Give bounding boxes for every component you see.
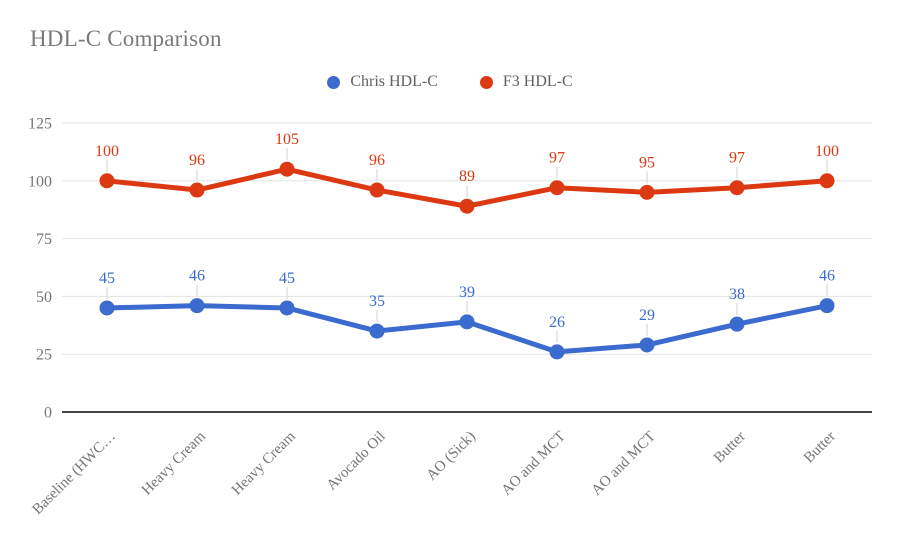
data-label: 95 <box>639 154 655 171</box>
y-tick-label: 0 <box>44 405 52 422</box>
legend-item-chris[interactable]: Chris HDL-C <box>327 73 438 91</box>
data-point[interactable] <box>729 180 745 196</box>
data-label: 46 <box>189 268 205 285</box>
y-tick-label: 25 <box>36 347 52 364</box>
data-label: 35 <box>369 293 385 310</box>
legend-label-f3: F3 HDL-C <box>502 73 573 90</box>
data-label: 96 <box>369 152 385 169</box>
legend-label-chris: Chris HDL-C <box>350 73 438 90</box>
y-tick-label: 125 <box>28 116 52 133</box>
data-point[interactable] <box>99 173 115 189</box>
data-point[interactable] <box>189 182 205 198</box>
y-tick-label: 50 <box>36 289 52 306</box>
data-point[interactable] <box>459 198 475 214</box>
y-tick-label: 100 <box>28 173 52 190</box>
y-tick-label: 75 <box>36 231 52 248</box>
data-label: 26 <box>549 314 565 331</box>
data-point[interactable] <box>279 300 295 316</box>
legend-item-f3[interactable]: F3 HDL-C <box>479 73 573 91</box>
data-point[interactable] <box>729 316 745 332</box>
x-axis-label: Avocado Oil <box>324 429 389 494</box>
data-label: 100 <box>815 143 839 160</box>
data-label: 45 <box>99 270 115 287</box>
data-point[interactable] <box>549 180 565 196</box>
data-point[interactable] <box>189 298 205 314</box>
data-label: 46 <box>819 268 835 285</box>
data-label: 45 <box>279 270 295 287</box>
x-axis-label: Baseline (HWC… <box>29 429 118 518</box>
x-axis-label: AO and MCT <box>589 429 659 499</box>
legend: Chris HDL-C F3 HDL-C <box>0 73 900 91</box>
data-point[interactable] <box>459 314 475 330</box>
x-axis-label: Butter <box>711 429 749 467</box>
data-point[interactable] <box>639 337 655 353</box>
data-point[interactable] <box>369 182 385 198</box>
x-axis-label: Heavy Cream <box>139 428 209 498</box>
data-label: 97 <box>729 150 745 167</box>
legend-marker-f3-icon <box>479 75 493 89</box>
data-point[interactable] <box>369 323 385 339</box>
data-label: 97 <box>549 150 565 167</box>
x-axis-label: AO and MCT <box>499 429 569 499</box>
x-axis-label: Butter <box>801 429 839 467</box>
data-label: 96 <box>189 152 205 169</box>
data-label: 89 <box>459 168 475 185</box>
data-point[interactable] <box>99 300 115 316</box>
data-label: 29 <box>639 307 655 324</box>
data-label: 38 <box>729 286 745 303</box>
data-point[interactable] <box>549 344 565 360</box>
data-label: 100 <box>95 143 119 160</box>
legend-marker-chris-icon <box>327 75 341 89</box>
data-point[interactable] <box>639 184 655 200</box>
x-axis-label: Heavy Cream <box>229 428 299 498</box>
data-point[interactable] <box>819 298 835 314</box>
chart-title: HDL-C Comparison <box>30 26 222 51</box>
x-axis-label: AO (Sick) <box>424 429 479 484</box>
data-point[interactable] <box>279 161 295 177</box>
data-label: 39 <box>459 284 475 301</box>
data-point[interactable] <box>819 173 835 189</box>
data-label: 105 <box>275 131 299 148</box>
